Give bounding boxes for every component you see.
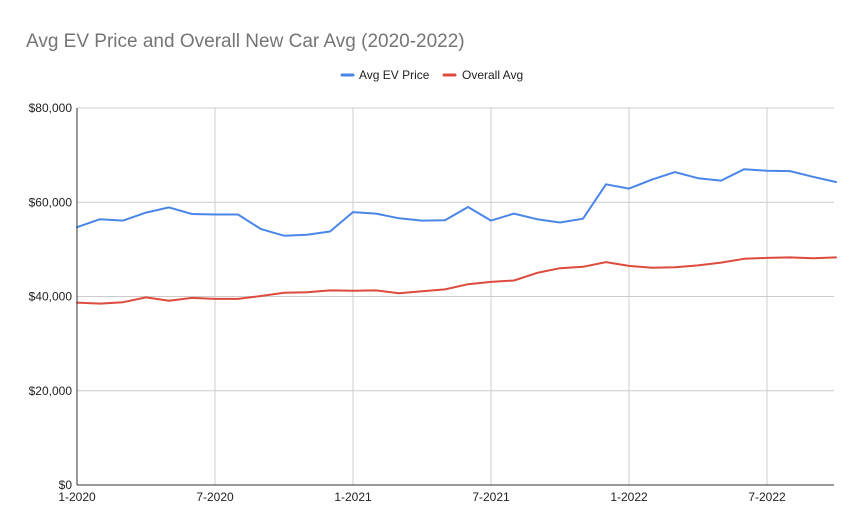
data-point[interactable] — [304, 232, 310, 238]
data-point[interactable] — [281, 233, 287, 239]
y-tick-label: $60,000 — [29, 195, 73, 209]
series-line-1[interactable] — [76, 256, 837, 305]
data-point[interactable] — [465, 204, 471, 210]
data-point[interactable] — [166, 204, 172, 210]
data-point[interactable] — [580, 264, 586, 270]
data-point[interactable] — [741, 166, 747, 172]
y-tick-label: $80,000 — [29, 101, 73, 115]
data-point[interactable] — [603, 259, 609, 265]
data-point[interactable] — [764, 255, 770, 261]
data-point[interactable] — [465, 281, 471, 287]
data-point[interactable] — [327, 287, 333, 293]
data-point[interactable] — [442, 217, 448, 223]
data-point[interactable] — [787, 168, 793, 174]
data-point[interactable] — [787, 254, 793, 260]
data-point[interactable] — [235, 296, 241, 302]
legend-item-overall[interactable]: Overall Avg — [442, 68, 523, 82]
data-point[interactable] — [396, 215, 402, 221]
data-point[interactable] — [695, 262, 701, 268]
y-tick-label: $40,000 — [29, 290, 73, 304]
data-point[interactable] — [143, 210, 149, 216]
x-tick-label: 1-2020 — [58, 490, 96, 504]
data-point[interactable] — [695, 175, 701, 181]
legend: Avg EV Price Overall Avg — [340, 68, 523, 82]
data-point[interactable] — [718, 178, 724, 184]
data-point[interactable] — [212, 296, 218, 302]
x-tick-label: 1-2022 — [610, 490, 648, 504]
data-point[interactable] — [488, 218, 494, 224]
data-point[interactable] — [442, 286, 448, 292]
data-point[interactable] — [373, 287, 379, 293]
data-point[interactable] — [626, 186, 632, 192]
data-point[interactable] — [511, 211, 517, 217]
data-point[interactable] — [672, 169, 678, 175]
data-point[interactable] — [327, 229, 333, 235]
data-point[interactable] — [833, 254, 839, 260]
data-point[interactable] — [649, 265, 655, 271]
data-point[interactable] — [281, 290, 287, 296]
chart-title: Avg EV Price and Overall New Car Avg (20… — [26, 31, 465, 52]
x-tick-label: 1-2021 — [334, 490, 372, 504]
series-lines — [76, 166, 839, 307]
data-point[interactable] — [580, 216, 586, 222]
data-point[interactable] — [350, 209, 356, 215]
data-point[interactable] — [304, 289, 310, 295]
data-point[interactable] — [603, 181, 609, 187]
data-point[interactable] — [350, 288, 356, 294]
data-point[interactable] — [672, 264, 678, 270]
legend-item-ev[interactable]: Avg EV Price — [340, 68, 430, 82]
axes: $0 $20,000 $40,000 $60,000 $80,000 1-2020 7-20… — [29, 101, 834, 504]
data-point[interactable] — [649, 177, 655, 183]
data-point[interactable] — [189, 211, 195, 217]
data-point[interactable] — [557, 220, 563, 226]
x-tick-label: 7-2020 — [196, 490, 234, 504]
data-point[interactable] — [419, 288, 425, 294]
data-point[interactable] — [557, 265, 563, 271]
data-point[interactable] — [810, 255, 816, 261]
data-point[interactable] — [810, 174, 816, 180]
data-point[interactable] — [258, 293, 264, 299]
data-point[interactable] — [741, 256, 747, 262]
data-point[interactable] — [626, 263, 632, 269]
data-point[interactable] — [833, 179, 839, 185]
data-point[interactable] — [396, 290, 402, 296]
data-point[interactable] — [373, 211, 379, 217]
x-tick-label: 7-2021 — [472, 490, 510, 504]
data-point[interactable] — [718, 260, 724, 266]
data-point[interactable] — [120, 218, 126, 224]
data-point[interactable] — [258, 226, 264, 232]
legend-label-ev: Avg EV Price — [359, 68, 430, 82]
data-point[interactable] — [534, 216, 540, 222]
data-point[interactable] — [534, 270, 540, 276]
data-point[interactable] — [212, 212, 218, 218]
data-point[interactable] — [235, 212, 241, 218]
data-point[interactable] — [166, 298, 172, 304]
data-point[interactable] — [189, 295, 195, 301]
data-point[interactable] — [97, 301, 103, 307]
data-point[interactable] — [120, 299, 126, 305]
y-tick-label: $0 — [59, 478, 73, 492]
x-tick-label: 7-2022 — [748, 490, 786, 504]
data-point[interactable] — [419, 218, 425, 224]
data-point[interactable] — [764, 168, 770, 174]
y-tick-label: $20,000 — [29, 384, 73, 398]
legend-label-overall: Overall Avg — [462, 68, 523, 82]
series-line-0[interactable] — [76, 168, 837, 237]
data-point[interactable] — [97, 216, 103, 222]
data-point[interactable] — [488, 279, 494, 285]
data-point[interactable] — [143, 294, 149, 300]
data-point[interactable] — [511, 278, 517, 284]
